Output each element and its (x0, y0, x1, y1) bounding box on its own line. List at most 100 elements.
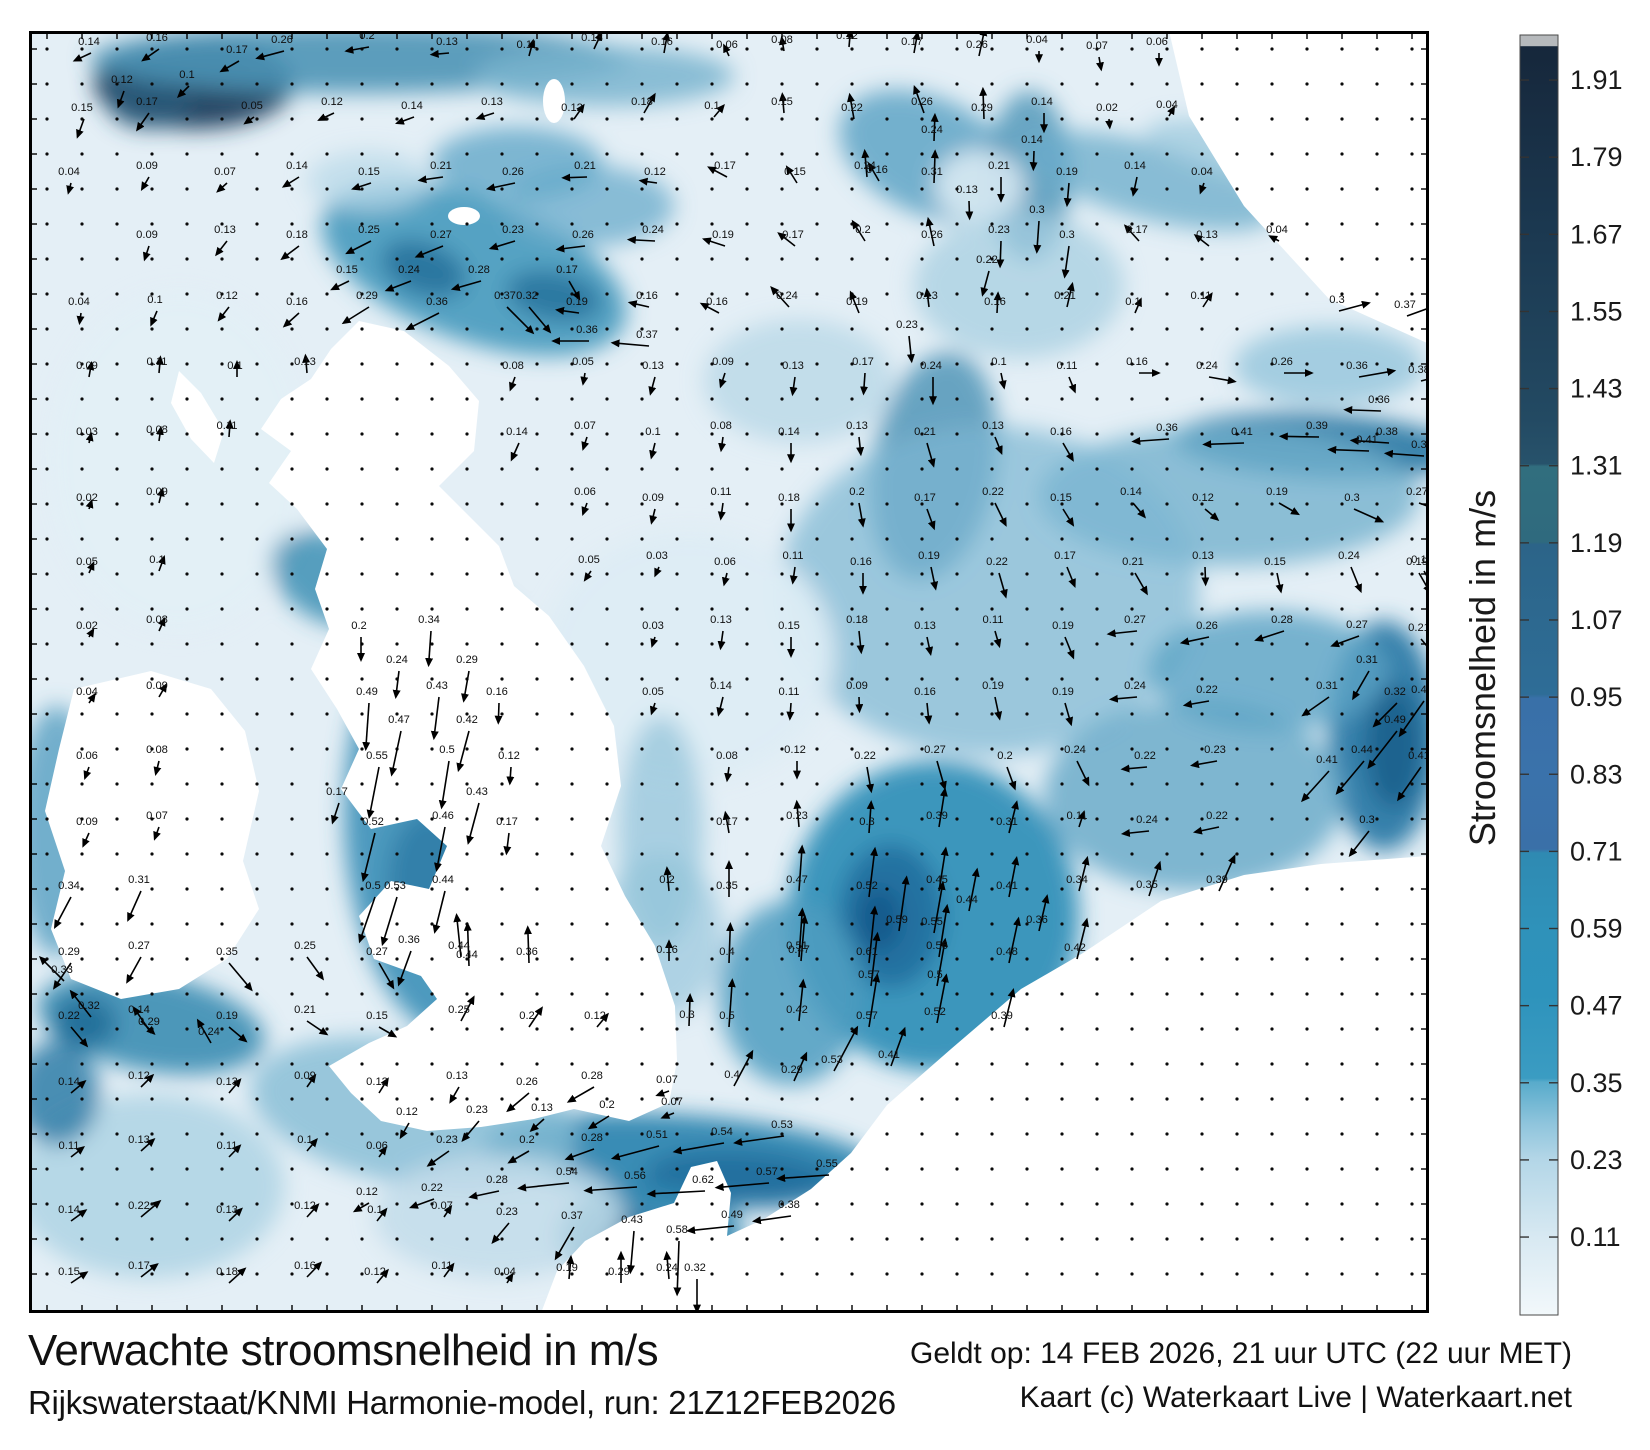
svg-text:0.08: 0.08 (146, 614, 168, 626)
svg-text:0.1: 0.1 (149, 554, 165, 566)
svg-text:0.56: 0.56 (624, 1170, 646, 1182)
svg-text:0.52: 0.52 (856, 880, 878, 892)
svg-text:0.2: 0.2 (659, 874, 675, 886)
svg-text:0.14: 0.14 (1124, 160, 1146, 172)
svg-text:0.09: 0.09 (846, 680, 868, 692)
svg-text:0.15: 0.15 (784, 166, 806, 178)
svg-text:1.91: 1.91 (1570, 65, 1623, 95)
svg-text:0.24: 0.24 (1064, 744, 1086, 756)
svg-text:0.12: 0.12 (294, 1200, 316, 1212)
svg-text:0.29: 0.29 (781, 1064, 803, 1076)
svg-text:0.17: 0.17 (782, 229, 804, 241)
svg-text:0.39: 0.39 (991, 1010, 1013, 1022)
svg-text:0.48: 0.48 (996, 946, 1018, 958)
svg-text:0.52: 0.52 (362, 816, 384, 828)
svg-text:0.1: 0.1 (297, 1134, 313, 1146)
svg-text:0.16: 0.16 (486, 686, 508, 698)
svg-text:0.13: 0.13 (128, 1134, 150, 1146)
svg-text:0.17: 0.17 (852, 356, 874, 368)
svg-text:0.09: 0.09 (294, 1070, 316, 1082)
svg-text:0.07: 0.07 (574, 420, 596, 432)
svg-text:0.42: 0.42 (456, 714, 478, 726)
svg-text:0.12: 0.12 (584, 1010, 606, 1022)
svg-text:0.47: 0.47 (388, 714, 410, 726)
svg-text:0.21: 0.21 (1408, 622, 1429, 634)
svg-text:0.4: 0.4 (719, 946, 735, 958)
svg-text:0.15: 0.15 (58, 1266, 80, 1278)
svg-text:0.11: 0.11 (432, 1260, 453, 1272)
svg-text:0.13: 0.13 (982, 420, 1004, 432)
svg-text:0.13: 0.13 (481, 96, 503, 108)
svg-text:0.2: 0.2 (519, 1134, 535, 1146)
svg-text:0.09: 0.09 (146, 486, 168, 498)
svg-text:0.08: 0.08 (710, 420, 732, 432)
svg-text:0.59: 0.59 (1570, 914, 1623, 944)
svg-text:0.42: 0.42 (1064, 942, 1086, 954)
svg-text:0.25: 0.25 (294, 940, 316, 952)
svg-text:0.47: 0.47 (788, 944, 810, 956)
svg-text:0.17: 0.17 (226, 44, 248, 56)
svg-text:0.18: 0.18 (286, 229, 308, 241)
svg-text:0.25: 0.25 (358, 224, 380, 236)
svg-text:1.79: 1.79 (1570, 142, 1623, 172)
svg-text:0.37: 0.37 (636, 329, 658, 341)
svg-text:0.19: 0.19 (918, 550, 940, 562)
svg-text:0.09: 0.09 (136, 229, 158, 241)
svg-text:0.12: 0.12 (216, 290, 238, 302)
svg-text:0.05: 0.05 (642, 686, 664, 698)
svg-text:0.29: 0.29 (971, 102, 993, 114)
svg-text:0.18: 0.18 (778, 492, 800, 504)
svg-text:0.41: 0.41 (1316, 754, 1338, 766)
svg-text:0.2: 0.2 (997, 750, 1013, 762)
svg-text:0.29: 0.29 (138, 1016, 160, 1028)
svg-text:0.24: 0.24 (1124, 680, 1146, 692)
svg-text:0.27: 0.27 (1346, 619, 1368, 631)
svg-text:0.21: 0.21 (1054, 290, 1076, 302)
svg-text:0.27: 0.27 (128, 940, 150, 952)
svg-text:0.43: 0.43 (466, 786, 488, 798)
svg-text:0.06: 0.06 (76, 750, 98, 762)
credit-label: Kaart (c) Waterkaart Live | Waterkaart.n… (1019, 1381, 1572, 1414)
svg-text:0.19: 0.19 (982, 680, 1004, 692)
svg-text:0.38: 0.38 (1376, 426, 1398, 438)
svg-text:0.06: 0.06 (714, 556, 736, 568)
svg-text:0.49: 0.49 (721, 1209, 743, 1221)
svg-text:0.54: 0.54 (711, 1126, 733, 1138)
svg-text:0.05: 0.05 (572, 356, 594, 368)
svg-text:0.22: 0.22 (854, 750, 876, 762)
svg-text:0.04: 0.04 (1266, 224, 1288, 236)
svg-text:0.12: 0.12 (111, 74, 133, 86)
svg-text:0.36: 0.36 (516, 946, 538, 958)
svg-text:0.28: 0.28 (468, 264, 490, 276)
svg-text:0.31: 0.31 (1356, 654, 1378, 666)
svg-text:0.13: 0.13 (846, 420, 868, 432)
svg-text:0.62: 0.62 (692, 1174, 714, 1186)
svg-text:0.18: 0.18 (846, 614, 868, 626)
svg-text:0.44: 0.44 (1351, 744, 1373, 756)
svg-text:0.5: 0.5 (365, 880, 381, 892)
svg-text:0.3: 0.3 (1059, 229, 1075, 241)
svg-text:0.5: 0.5 (719, 1010, 735, 1022)
svg-text:0.14: 0.14 (1021, 134, 1043, 146)
svg-text:0.04: 0.04 (68, 296, 90, 308)
svg-text:0.32: 0.32 (516, 290, 538, 302)
svg-text:0.16: 0.16 (914, 686, 936, 698)
svg-text:0.24: 0.24 (1196, 360, 1218, 372)
svg-text:0.14: 0.14 (58, 1204, 80, 1216)
svg-text:0.14: 0.14 (710, 680, 732, 692)
svg-text:0.17: 0.17 (714, 160, 736, 172)
svg-text:0.37: 0.37 (1394, 299, 1416, 311)
svg-text:0.1: 0.1 (147, 294, 163, 306)
svg-text:0.23: 0.23 (502, 224, 524, 236)
svg-text:0.36: 0.36 (1156, 422, 1178, 434)
svg-text:0.31: 0.31 (128, 874, 150, 886)
svg-text:0.24: 0.24 (776, 290, 798, 302)
svg-text:0.13: 0.13 (581, 32, 603, 44)
svg-text:0.1: 0.1 (645, 426, 661, 438)
svg-text:0.27: 0.27 (430, 229, 452, 241)
svg-text:0.22: 0.22 (421, 1182, 443, 1194)
svg-text:0.04: 0.04 (1191, 166, 1213, 178)
svg-text:0.13: 0.13 (1196, 229, 1218, 241)
svg-text:0.21: 0.21 (988, 160, 1010, 172)
svg-text:0.29: 0.29 (608, 1266, 630, 1278)
